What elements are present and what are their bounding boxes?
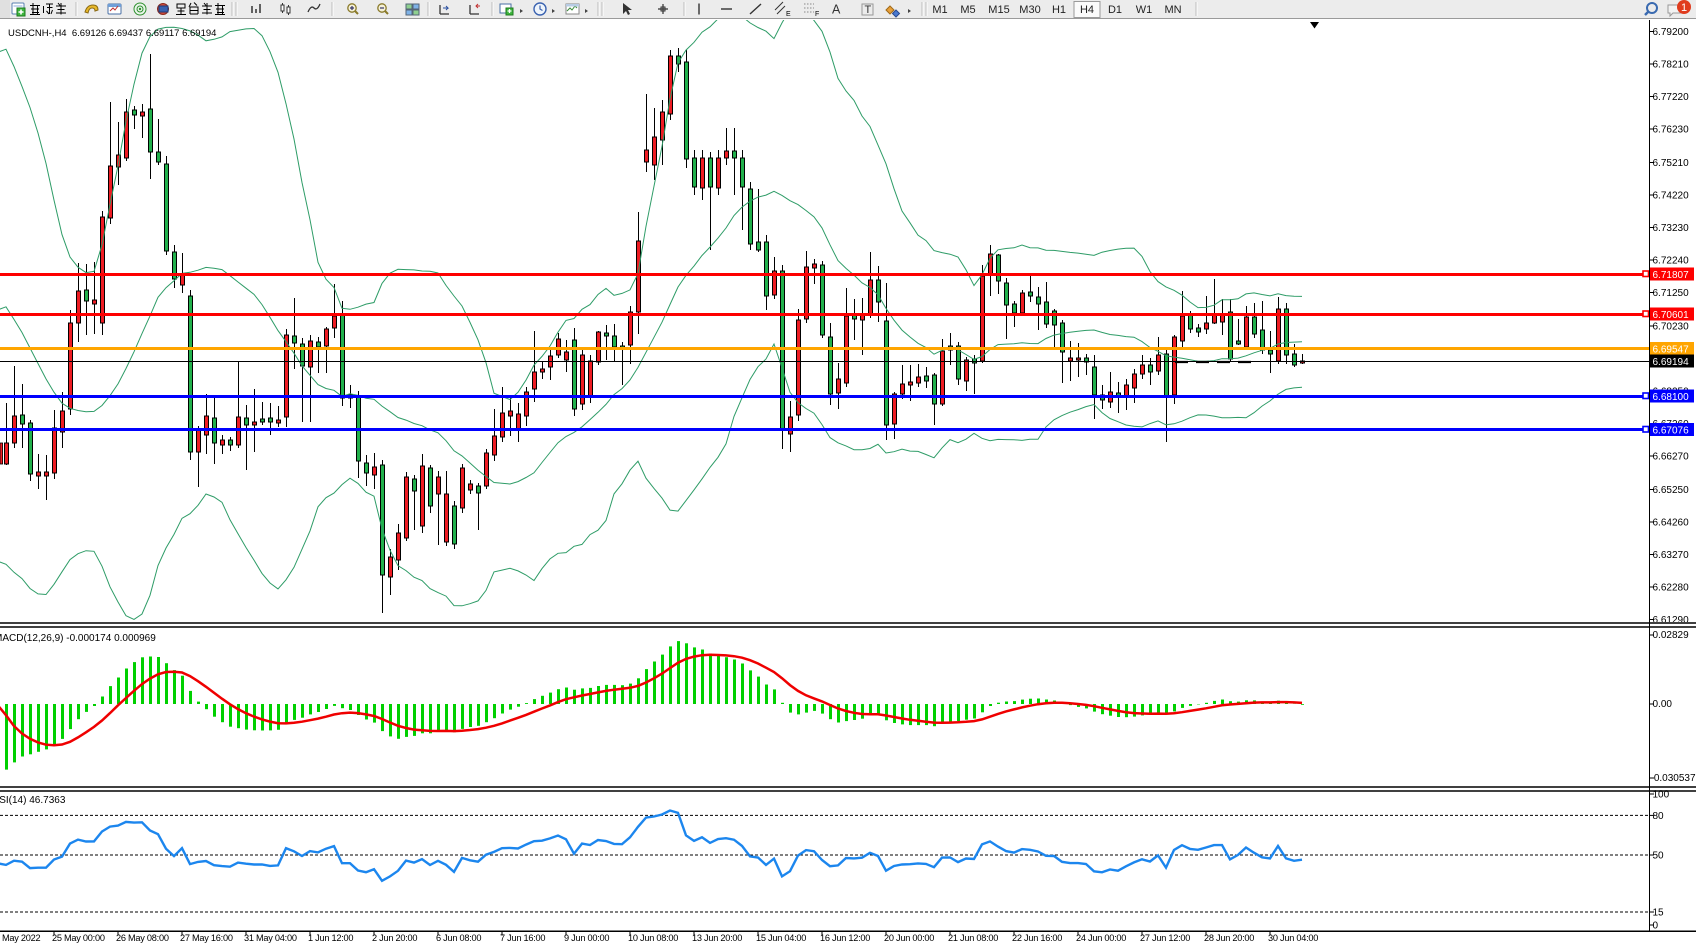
svg-text:M5: M5 — [960, 4, 975, 16]
svg-text:MN: MN — [1164, 4, 1181, 16]
svg-text:6.69547: 6.69547 — [1653, 345, 1690, 356]
svg-text:W1: W1 — [1136, 4, 1153, 16]
svg-text:E: E — [786, 11, 791, 18]
svg-text:6.63270: 6.63270 — [1653, 550, 1690, 561]
svg-text:100: 100 — [1653, 790, 1670, 801]
svg-text:6.70230: 6.70230 — [1653, 322, 1690, 333]
svg-text:A: A — [832, 3, 841, 17]
svg-text:6.64260: 6.64260 — [1653, 518, 1690, 529]
svg-text:27 Jun 12:00: 27 Jun 12:00 — [1140, 933, 1190, 943]
svg-text:1: 1 — [1681, 2, 1687, 14]
svg-text:6.71250: 6.71250 — [1653, 288, 1690, 299]
svg-text:6.74220: 6.74220 — [1653, 191, 1690, 202]
svg-text:M1: M1 — [932, 4, 947, 16]
svg-text:25 May 00:00: 25 May 00:00 — [52, 933, 105, 943]
svg-text:21 Jun 08:00: 21 Jun 08:00 — [948, 933, 998, 943]
svg-text:T: T — [865, 4, 872, 16]
svg-text:6.67076: 6.67076 — [1653, 426, 1690, 437]
svg-text:30 Jun 04:00: 30 Jun 04:00 — [1268, 933, 1318, 943]
svg-text:6.66270: 6.66270 — [1653, 452, 1690, 463]
svg-text:6.78210: 6.78210 — [1653, 60, 1690, 71]
svg-text:31 May 04:00: 31 May 04:00 — [244, 933, 297, 943]
svg-text:0: 0 — [1653, 921, 1659, 932]
svg-text:6.73230: 6.73230 — [1653, 223, 1690, 234]
svg-text:6.76230: 6.76230 — [1653, 125, 1690, 136]
svg-text:6.77220: 6.77220 — [1653, 92, 1690, 103]
svg-text:20 Jun 00:00: 20 Jun 00:00 — [884, 933, 934, 943]
svg-text:28 Jun 20:00: 28 Jun 20:00 — [1204, 933, 1254, 943]
svg-text:9 Jun 00:00: 9 Jun 00:00 — [564, 933, 609, 943]
svg-text:F: F — [815, 11, 819, 18]
svg-text:H4: H4 — [1080, 4, 1094, 16]
svg-text:D1: D1 — [1108, 4, 1122, 16]
svg-text:-0.030537: -0.030537 — [1651, 773, 1696, 784]
svg-text:80: 80 — [1653, 811, 1665, 822]
svg-text:6.68100: 6.68100 — [1653, 392, 1690, 403]
svg-text:16 Jun 12:00: 16 Jun 12:00 — [820, 933, 870, 943]
svg-text:10 Jun 08:00: 10 Jun 08:00 — [628, 933, 678, 943]
svg-text:22 Jun 16:00: 22 Jun 16:00 — [1012, 933, 1062, 943]
svg-text:H1: H1 — [1052, 4, 1066, 16]
svg-text:7 Jun 16:00: 7 Jun 16:00 — [500, 933, 545, 943]
svg-text:1 Jun 12:00: 1 Jun 12:00 — [308, 933, 353, 943]
svg-text:15 Jun 04:00: 15 Jun 04:00 — [756, 933, 806, 943]
svg-text:6.75210: 6.75210 — [1653, 158, 1690, 169]
svg-text:6.61290: 6.61290 — [1653, 615, 1690, 626]
svg-text:24 Jun 00:00: 24 Jun 00:00 — [1076, 933, 1126, 943]
svg-text:RSI(14) 46.7363: RSI(14) 46.7363 — [0, 795, 66, 806]
svg-text:6.69194: 6.69194 — [1653, 357, 1690, 368]
svg-text:6 Jun 08:00: 6 Jun 08:00 — [436, 933, 481, 943]
svg-text:May 2022: May 2022 — [2, 933, 40, 943]
svg-text:MACD(12,26,9) -0.000174 0.0009: MACD(12,26,9) -0.000174 0.000969 — [0, 633, 156, 644]
svg-text:6.65250: 6.65250 — [1653, 485, 1690, 496]
svg-text:0.02829: 0.02829 — [1653, 630, 1690, 641]
svg-text:6.62280: 6.62280 — [1653, 583, 1690, 594]
svg-text:2 Jun 20:00: 2 Jun 20:00 — [372, 933, 417, 943]
svg-text:15: 15 — [1653, 908, 1665, 919]
svg-text:0.00: 0.00 — [1653, 699, 1673, 710]
svg-text:6.79200: 6.79200 — [1653, 27, 1690, 38]
svg-text:6.70601: 6.70601 — [1653, 310, 1690, 321]
svg-text:6.71807: 6.71807 — [1653, 270, 1690, 281]
svg-text:27 May 16:00: 27 May 16:00 — [180, 933, 233, 943]
svg-text:26 May 08:00: 26 May 08:00 — [116, 933, 169, 943]
svg-text:M15: M15 — [988, 4, 1009, 16]
svg-text:6.72240: 6.72240 — [1653, 256, 1690, 267]
svg-text:13 Jun 20:00: 13 Jun 20:00 — [692, 933, 742, 943]
svg-text:M30: M30 — [1019, 4, 1040, 16]
svg-text:USDCNH-,H4 6.69126 6.69437 6.: USDCNH-,H4 6.69126 6.69437 6.69117 6.691… — [8, 28, 216, 39]
svg-text:50: 50 — [1653, 851, 1665, 862]
